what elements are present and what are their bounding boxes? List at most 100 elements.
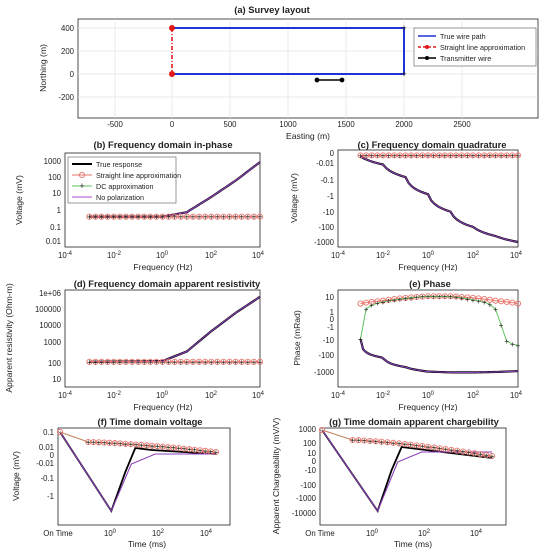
panel-a-ytick: 0	[70, 70, 75, 79]
straight-line-marker	[177, 358, 184, 365]
dc-approximation-marker: +	[99, 358, 104, 367]
dc-approximation-marker: +	[484, 451, 489, 460]
straight-line-marker	[98, 358, 105, 365]
dc-approximation-marker: +	[420, 293, 425, 302]
straight-line-marker	[481, 296, 488, 303]
panel-e-xtick: 104	[510, 391, 523, 400]
panel-e-ytick: -1	[327, 323, 334, 332]
straight-line-marker	[92, 213, 99, 220]
dc-approximation-marker: +	[203, 358, 208, 367]
straight-line-marker	[104, 358, 111, 365]
dc-approximation-marker: +	[245, 213, 250, 222]
panel-g-xlabel: Time (ms)	[394, 539, 432, 549]
panel-d-xtick: 102	[205, 391, 218, 400]
straight-line-marker	[183, 358, 190, 365]
straight-line-marker	[116, 358, 123, 365]
panel-b-xtick: 100	[156, 251, 169, 260]
dc-approximation-marker: +	[459, 151, 464, 160]
panel-b-xlabel: Frequency (Hz)	[133, 262, 192, 272]
dc-approximation-marker: +	[154, 358, 159, 367]
dc-approximation-marker: +	[504, 337, 509, 346]
dc-approximation-marker: +	[443, 293, 448, 302]
panel-c-ytick: -0.1	[321, 176, 334, 185]
no-polarization-line	[360, 156, 519, 243]
dc-approximation-marker: +	[124, 358, 129, 367]
panel-b-ylabel: Voltage (mV)	[14, 175, 24, 225]
straight-line-marker	[374, 298, 381, 305]
panel-b-title: (b) Frequency domain in-phase	[93, 139, 232, 150]
dc-approximation-marker: +	[381, 151, 386, 160]
panel-e-ytick: -1000	[314, 368, 335, 377]
panel-f-ytick: 0.1	[43, 428, 54, 437]
straight-line-marker	[86, 213, 93, 220]
dc-approximation-marker: +	[191, 358, 196, 367]
straight-line-marker	[159, 358, 166, 365]
svg-text:+: +	[401, 23, 406, 33]
dc-approximation-marker: +	[203, 213, 208, 222]
panel-c-xtick: 104	[510, 251, 523, 260]
dc-approximation-marker: +	[203, 447, 208, 456]
panel-c-plot: + + + + + + + + + + + + + + + + + + + + + + + + + + + + +	[357, 151, 522, 244]
dc-approximation-marker: +	[111, 358, 116, 367]
dc-approximation-marker: +	[403, 294, 408, 303]
dc-approximation-marker: +	[426, 151, 431, 160]
straight-line-marker	[413, 442, 420, 449]
straight-line-marker	[232, 358, 239, 365]
panel-a-xtick: 0	[170, 120, 175, 129]
straight-line-marker	[183, 213, 190, 220]
dc-approximation-marker: +	[493, 151, 498, 160]
panel-a-ytick: -200	[58, 93, 74, 102]
straight-line-marker	[141, 358, 148, 365]
panel-c-ytick: -1000	[314, 238, 335, 247]
legend-straight-line-approximation: Straight line approximation	[96, 171, 181, 180]
panel-f-ytick: 0.01	[39, 443, 54, 452]
dc-approximation-marker: +	[431, 292, 436, 301]
straight-line-marker	[256, 213, 264, 220]
dc-approximation-marker: +	[144, 441, 149, 450]
straight-line-marker	[226, 358, 233, 365]
dc-approximation-marker: +	[358, 335, 363, 344]
svg-text:+: +	[79, 181, 84, 191]
panel-b-ytick: 1000	[44, 157, 62, 166]
panel-g-ytick: 1000	[299, 425, 317, 434]
dc-approximation-marker: +	[414, 293, 419, 302]
panel-e-ytick: -10	[323, 336, 335, 345]
dc-approximation-marker: +	[221, 358, 226, 367]
straight-line-marker	[349, 436, 356, 444]
dc-approximation-marker: +	[192, 446, 197, 455]
straight-line-marker	[169, 25, 175, 31]
dc-approximation-marker: +	[87, 358, 92, 367]
dc-approximation-marker: +	[197, 358, 202, 367]
no-polarization-line	[359, 338, 519, 373]
dc-approximation-marker: +	[454, 151, 459, 160]
panel-f-xtick: On Time	[43, 529, 72, 538]
panel-d-plot: + + + + + + + + + + + + + + + + + + + + + + + + + + + + +	[86, 295, 264, 367]
panel-a-xlabel: Easting (m)	[286, 131, 330, 141]
dc-approximation-marker: +	[136, 213, 141, 222]
dc-approximation-marker: +	[160, 443, 165, 452]
dc-approximation-marker: +	[476, 151, 481, 160]
panel-f-ytick: 0	[50, 451, 55, 460]
dc-approximation-marker: +	[148, 358, 153, 367]
dc-approximation-marker: +	[459, 294, 464, 303]
panel-a: (a) Survey layout 400 200 0 -200 -500 0 …	[38, 4, 539, 141]
straight-line-marker	[214, 213, 221, 220]
panel-e-xtick: 100	[422, 391, 435, 400]
panel-e: (e) Phase 10 1 0 -1 -10 -100 -1000 10-4 …	[292, 278, 523, 412]
dc-approximation-marker: +	[111, 213, 116, 222]
panel-b-ytick: 100	[48, 173, 62, 182]
straight-line-marker	[232, 213, 239, 220]
panel-a-xtick: 2000	[395, 120, 413, 129]
panel-c-xlabel: Frequency (Hz)	[398, 262, 457, 272]
dc-approximation-marker: +	[142, 213, 147, 222]
dc-approximation-marker: +	[414, 151, 419, 160]
panel-g: (g) Time domain apparent chargebility 10…	[271, 416, 507, 549]
straight-line-marker	[355, 437, 362, 444]
panel-g-ytick: -10000	[292, 509, 317, 518]
straight-line-marker	[110, 213, 117, 220]
panel-f-ytick: -0.01	[36, 459, 54, 468]
dc-approximation-marker: +	[130, 213, 135, 222]
straight-line-marker	[214, 358, 221, 365]
dc-approximation-marker: +	[172, 358, 177, 367]
